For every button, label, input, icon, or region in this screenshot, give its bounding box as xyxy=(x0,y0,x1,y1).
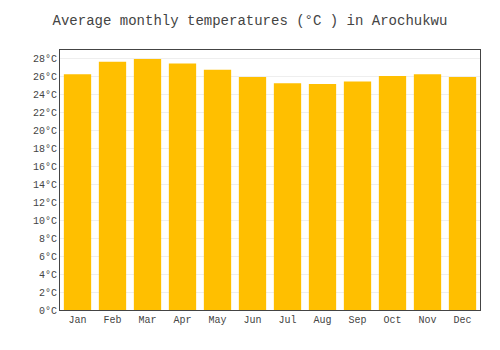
svg-text:Jan: Jan xyxy=(68,315,86,326)
svg-text:Average monthly temperatures (: Average monthly temperatures (°C ) in Ar… xyxy=(53,13,448,29)
svg-text:Sep: Sep xyxy=(348,315,366,326)
svg-text:2°C: 2°C xyxy=(39,288,57,299)
svg-text:4°C: 4°C xyxy=(39,270,57,281)
svg-text:16°C: 16°C xyxy=(33,162,57,173)
svg-text:26°C: 26°C xyxy=(33,72,57,83)
svg-text:Oct: Oct xyxy=(383,315,401,326)
svg-text:6°C: 6°C xyxy=(39,252,57,263)
svg-text:Nov: Nov xyxy=(418,315,436,326)
svg-text:Jul: Jul xyxy=(278,315,296,326)
svg-text:Feb: Feb xyxy=(103,315,121,326)
svg-text:12°C: 12°C xyxy=(33,198,57,209)
svg-text:May: May xyxy=(208,315,226,326)
svg-text:24°C: 24°C xyxy=(33,90,57,101)
svg-text:22°C: 22°C xyxy=(33,108,57,119)
svg-text:Apr: Apr xyxy=(173,315,191,326)
svg-text:8°C: 8°C xyxy=(39,234,57,245)
svg-text:Aug: Aug xyxy=(313,315,331,326)
svg-text:0°C: 0°C xyxy=(39,306,57,317)
svg-text:Dec: Dec xyxy=(453,315,471,326)
svg-text:14°C: 14°C xyxy=(33,180,57,191)
svg-text:20°C: 20°C xyxy=(33,126,57,137)
svg-text:18°C: 18°C xyxy=(33,144,57,155)
svg-text:Mar: Mar xyxy=(138,315,156,326)
svg-text:28°C: 28°C xyxy=(33,54,57,65)
svg-text:10°C: 10°C xyxy=(33,216,57,227)
svg-text:Jun: Jun xyxy=(243,315,261,326)
